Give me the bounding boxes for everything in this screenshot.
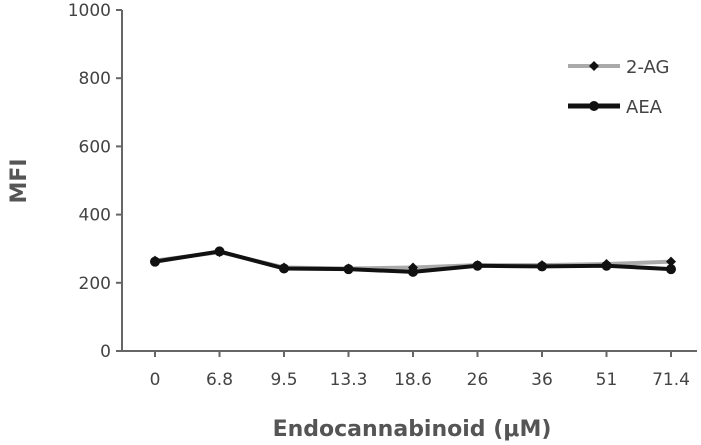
- data-point: [601, 260, 612, 271]
- x-tick-label: 71.4: [652, 370, 690, 390]
- x-tick-label: 9.5: [270, 370, 297, 390]
- data-point: [279, 263, 289, 274]
- x-tick-label: 13.3: [330, 370, 368, 390]
- x-tick-label: 26: [467, 370, 489, 390]
- data-point: [666, 264, 676, 275]
- legend-item: 2-AG: [568, 57, 670, 78]
- data-point: [150, 256, 160, 267]
- x-tick-label: 6.8: [206, 370, 233, 390]
- y-tick-label: 600: [79, 137, 111, 157]
- series-layer: [150, 246, 676, 277]
- y-tick-label: 0: [100, 342, 111, 362]
- y-tick-label: 200: [79, 274, 111, 294]
- data-point: [343, 264, 354, 275]
- y-tick-label: 1000: [68, 1, 111, 21]
- data-point: [537, 261, 547, 272]
- data-point: [472, 260, 483, 271]
- data-point: [408, 266, 418, 277]
- x-tick-label: 36: [531, 370, 553, 390]
- data-point: [589, 61, 599, 71]
- data-point: [214, 246, 225, 257]
- legend-label: AEA: [626, 97, 663, 118]
- data-point: [666, 256, 676, 267]
- x-tick-label: 51: [596, 370, 618, 390]
- x-axis-title: Endocannabinoid (μM): [273, 417, 552, 442]
- legend-item: AEA: [568, 97, 663, 118]
- y-tick-label: 800: [79, 69, 111, 89]
- legend-label: 2-AG: [626, 57, 670, 78]
- legend: 2-AG AEA: [568, 57, 670, 118]
- x-tick-label: 0: [150, 370, 161, 390]
- y-tick-label: 400: [79, 206, 111, 226]
- x-tick-label: 18.6: [394, 370, 432, 390]
- data-point: [589, 101, 599, 111]
- y-axis-title: MFI: [7, 158, 32, 203]
- series-aea: [150, 246, 676, 277]
- axes: 0 200 400 600 800 1000 0 6.8 9.5 13.3 18.6 26 36 51 71…: [68, 1, 697, 390]
